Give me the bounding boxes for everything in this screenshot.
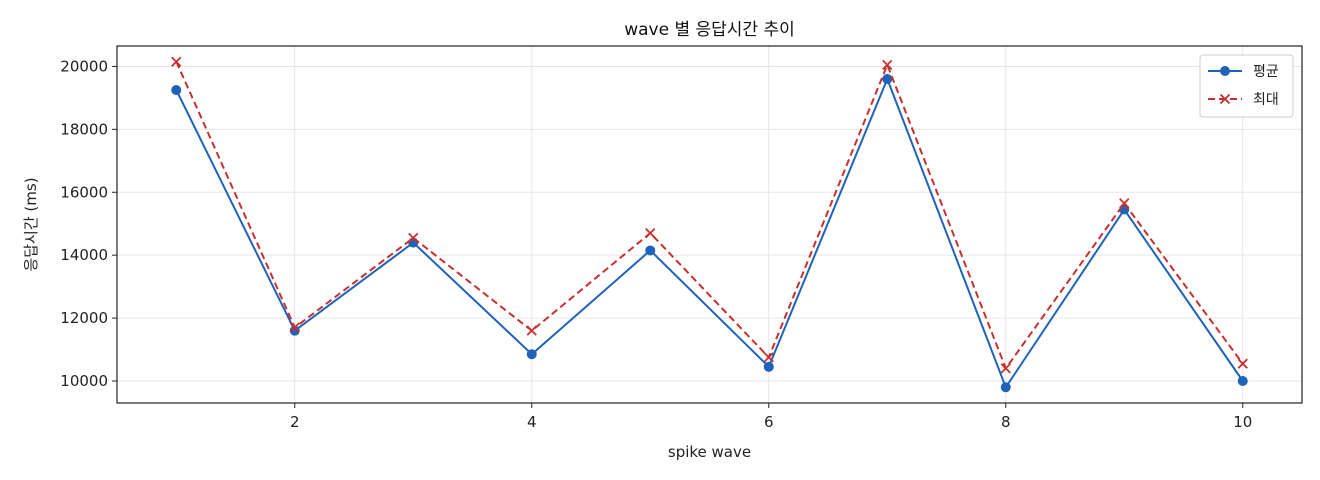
data-point <box>408 232 419 244</box>
plot-frame <box>116 45 1303 404</box>
series-layer <box>171 56 1248 393</box>
y-tick-label: 12000 <box>60 309 108 327</box>
legend-label: 평균 <box>1253 64 1279 80</box>
data-point <box>526 325 537 336</box>
data-point <box>882 59 893 71</box>
x-tick-label: 6 <box>764 413 774 431</box>
data-point <box>289 325 300 336</box>
legend-item: 평균 <box>1208 64 1279 80</box>
x-tick-label: 10 <box>1233 413 1252 431</box>
data-point <box>763 361 774 372</box>
y-tick-label: 16000 <box>60 183 108 201</box>
data-point <box>171 56 182 67</box>
data-point <box>763 352 774 363</box>
x-tick-label: 8 <box>1001 413 1011 431</box>
series-line <box>175 78 1244 389</box>
legend-marker <box>1220 66 1230 76</box>
data-point <box>1119 198 1130 209</box>
data-point <box>526 349 537 360</box>
data-point <box>1237 358 1248 369</box>
x-tick-label: 4 <box>527 413 537 431</box>
y-axis-title: 응답시간 (ms) <box>22 177 40 271</box>
x-axis-title: spike wave <box>668 443 751 461</box>
data-point <box>289 322 300 333</box>
y-tick-label: 18000 <box>60 120 108 138</box>
data-point <box>645 228 656 239</box>
y-tick-label: 14000 <box>60 246 108 264</box>
y-tick-label: 20000 <box>60 57 108 75</box>
data-point <box>882 74 893 85</box>
chart-title: wave 별 응답시간 추이 <box>624 20 795 40</box>
series-1 <box>171 74 1248 393</box>
legend-label: 최대 <box>1253 92 1279 108</box>
series-2 <box>171 56 1248 374</box>
x-tick-label: 2 <box>290 413 300 431</box>
legend-box <box>1199 54 1294 118</box>
data-point <box>1000 363 1011 374</box>
data-point <box>1237 375 1248 386</box>
ticks: 2 4 6 8 10 10000 12000 14000 16000 18000 20000 <box>60 57 1252 431</box>
data-point <box>171 85 182 96</box>
data-point <box>645 245 656 256</box>
legend-marker <box>1219 93 1231 105</box>
legend-item: 최대 <box>1208 92 1279 108</box>
data-point <box>1000 382 1011 393</box>
grid <box>117 46 1302 403</box>
series-line <box>175 61 1244 370</box>
y-tick-label: 10000 <box>60 372 108 390</box>
